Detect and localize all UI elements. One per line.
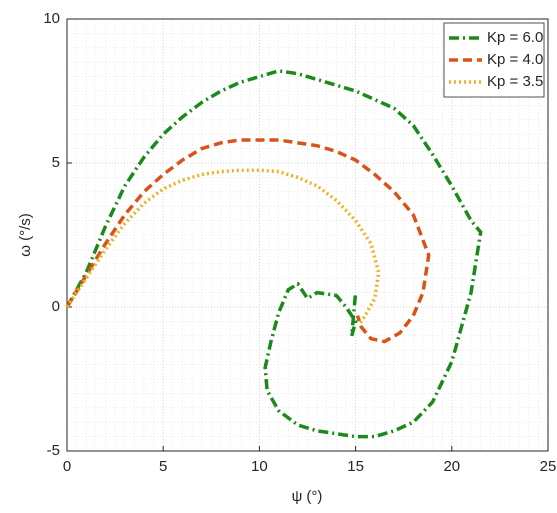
x-tick-label: 20 (443, 458, 460, 475)
legend-label: Kp = 6.0 (487, 29, 543, 46)
plot-frame (66, 18, 549, 452)
y-tick-label: 0 (52, 298, 60, 315)
x-axis-label: ψ (°) (292, 488, 323, 505)
legend-label: Kp = 4.0 (487, 51, 543, 68)
y-tick-label: 10 (43, 10, 60, 27)
legend-box (443, 22, 545, 98)
x-tick-label: 25 (540, 458, 557, 475)
legend-label: Kp = 3.5 (487, 73, 543, 90)
y-tick-label: 5 (52, 154, 60, 171)
series-line (65, 138, 431, 344)
x-tick-label: 5 (159, 458, 167, 475)
y-tick-label: -5 (47, 442, 60, 459)
x-tick-label: 0 (63, 458, 71, 475)
x-tick-label: 10 (251, 458, 268, 475)
y-axis-label: ω (°/s) (17, 213, 34, 257)
series-line (65, 69, 483, 439)
x-tick-label: 15 (347, 458, 364, 475)
series-line (65, 168, 381, 326)
